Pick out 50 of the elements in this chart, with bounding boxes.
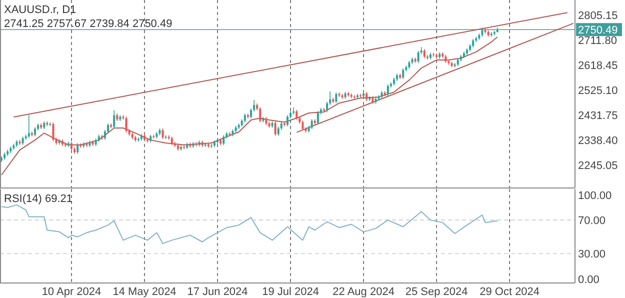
candlestick (28, 114, 30, 138)
y-tick-label: 0.00 (578, 274, 600, 286)
y-tick-label: 70.00 (578, 215, 606, 228)
candlestick (113, 110, 116, 129)
candlestick (110, 123, 112, 129)
candlestick (481, 27, 484, 38)
y-tick-label: 2525.10 (578, 84, 618, 97)
candlestick (162, 128, 164, 140)
x-tick-label: 22 Aug 2024 (332, 286, 394, 298)
candlestick (310, 118, 313, 130)
candlestick (259, 106, 262, 123)
candlestick (274, 120, 276, 136)
ref-line-label: 2750.49 (578, 24, 618, 37)
y-tick-label: 30.00 (578, 248, 606, 261)
candlestick (277, 126, 280, 136)
x-tick-label: 29 Oct 2024 (480, 286, 540, 298)
x-tick-label: 17 Jun 2024 (187, 286, 248, 298)
x-tick-label: 25 Sep 2024 (405, 286, 468, 298)
candlestick (353, 94, 356, 100)
candlestick (222, 134, 225, 146)
y-tick-label: 100.00 (578, 190, 612, 202)
candlestick (34, 126, 36, 137)
y-tick-label: 2338.40 (578, 134, 618, 147)
candlestick (386, 84, 389, 97)
candlestick (125, 116, 128, 133)
y-tick-label: 2711.80 (578, 34, 617, 47)
candlestick (366, 91, 368, 102)
y-tick-label: 2245.05 (578, 160, 618, 172)
x-tick-label: 14 May 2024 (112, 286, 176, 298)
candlestick (417, 50, 420, 64)
y-tick-label: 2805.15 (578, 10, 618, 22)
chart-title: XAUUSD.r, D1 (4, 4, 76, 16)
candlestick (76, 142, 79, 154)
candlestick (402, 68, 404, 80)
candlestick (423, 48, 426, 59)
y-tick-label: 2618.45 (578, 60, 618, 72)
x-tick-label: 19 Jul 2024 (262, 286, 319, 298)
candlestick (335, 92, 338, 104)
candlestick (30, 131, 33, 137)
y-tick-label: 2431.75 (578, 110, 618, 122)
candlestick (350, 93, 352, 99)
text: 2741.25 2757.67 2739.84 2750.49 (4, 18, 172, 30)
candlestick (296, 109, 298, 120)
line-series (1, 204, 498, 244)
candlestick (52, 122, 54, 142)
x-tick-label: 10 Apr 2024 (42, 286, 102, 298)
candlestick (316, 110, 319, 125)
candlestick (302, 120, 304, 131)
candlestick (286, 114, 288, 127)
chart-title: RSI(14) 69.21 (4, 193, 72, 205)
